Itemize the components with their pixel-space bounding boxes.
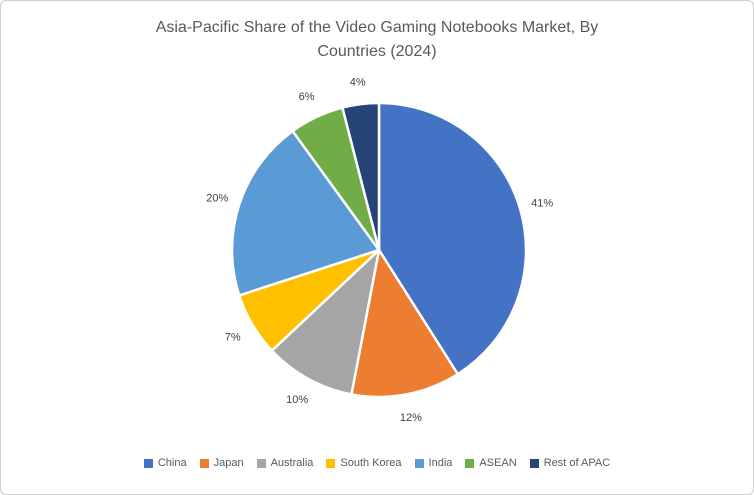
- legend-swatch-china: [143, 458, 153, 468]
- data-label-japan: 12%: [400, 412, 422, 424]
- legend-item-asean[interactable]: ASEAN: [465, 457, 517, 469]
- data-label-rest-of-apac: 4%: [350, 76, 366, 88]
- data-label-south-korea: 7%: [225, 332, 241, 344]
- legend-swatch-rest-of-apac: [529, 458, 539, 468]
- legend-item-china[interactable]: China: [143, 457, 187, 469]
- legend-swatch-asean: [465, 458, 475, 468]
- legend-swatch-south-korea: [326, 458, 336, 468]
- legend-swatch-india: [414, 458, 424, 468]
- legend-item-rest-of-apac[interactable]: Rest of APAC: [529, 457, 611, 469]
- legend-label-australia: Australia: [270, 457, 314, 469]
- pie-slice-japan[interactable]: [350, 248, 460, 399]
- pie-slice-india[interactable]: [230, 129, 381, 297]
- legend-label-china: China: [157, 457, 187, 469]
- legend-label-india: India: [428, 457, 453, 469]
- pie-slice-australia[interactable]: [270, 248, 381, 396]
- legend-item-australia[interactable]: Australia: [256, 457, 314, 469]
- legend: China Japan Australia South Korea India ASEAN…: [1, 457, 753, 469]
- legend-label-asean: ASEAN: [479, 457, 517, 469]
- chart-title-line-1: Asia-Pacific Share of the Video Gaming N…: [155, 19, 599, 36]
- legend-item-japan[interactable]: Japan: [199, 457, 244, 469]
- data-label-australia: 10%: [286, 394, 308, 406]
- data-label-asean: 6%: [299, 91, 315, 103]
- data-label-china: 41%: [531, 198, 553, 210]
- chart-title-line-2: Countries (2024): [317, 43, 437, 60]
- pie-chart: 41% 12% 10% 7% 20% 6% 4%: [206, 76, 553, 424]
- legend-swatch-japan: [199, 458, 209, 468]
- legend-item-south-korea[interactable]: South Korea: [326, 457, 402, 469]
- pie-slice-rest-of-apac[interactable]: [341, 101, 381, 252]
- legend-label-japan: Japan: [213, 457, 244, 469]
- legend-label-rest-of-apac: Rest of APAC: [543, 457, 611, 469]
- data-label-india: 20%: [206, 193, 228, 205]
- legend-item-india[interactable]: India: [414, 457, 453, 469]
- legend-swatch-australia: [256, 458, 266, 468]
- chart-title: Asia-Pacific Share of the Video Gaming N…: [1, 16, 753, 64]
- legend-label-south-korea: South Korea: [340, 457, 402, 469]
